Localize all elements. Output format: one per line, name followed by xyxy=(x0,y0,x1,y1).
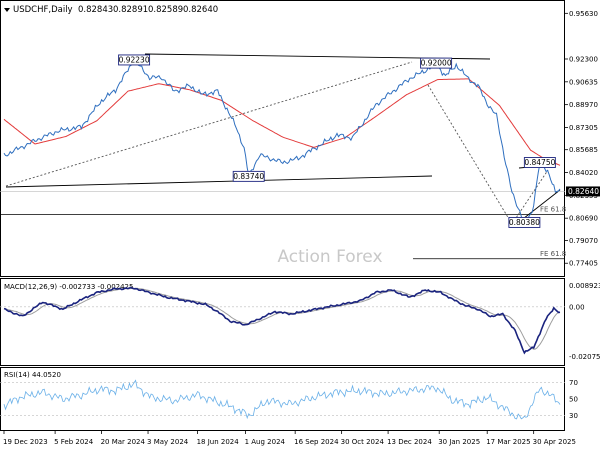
fe-label-2: FE 61.8 xyxy=(540,250,566,258)
rsi-axis-label: 50 xyxy=(569,396,578,404)
annotation-label: 0.92230 xyxy=(119,55,150,64)
symbol-label: USDCHF,Daily xyxy=(13,5,73,15)
moving-average-line xyxy=(3,78,561,166)
annotation-label: 0.80380 xyxy=(509,218,540,227)
annotation-label: 0.92000 xyxy=(421,59,452,68)
current-price-tag-box xyxy=(566,186,600,197)
annotation-label: 0.84750 xyxy=(524,158,555,167)
fe-levels: FE 61.8 FE 61.8 xyxy=(0,205,566,260)
date-axis-label: 18 Jun 2024 xyxy=(197,438,240,446)
price-axis-label: 0.88970 xyxy=(569,101,598,109)
date-axis-label: 30 Oct 2024 xyxy=(341,438,385,446)
lower-channel-line xyxy=(5,175,433,188)
current-price-tag: 0.82640 xyxy=(566,186,600,197)
current-price-tag-text: 0.82640 xyxy=(568,187,599,196)
watermark: Action Forex xyxy=(277,247,382,267)
price-axis-label: 0.80690 xyxy=(569,215,598,223)
price-panel-frame xyxy=(0,0,565,277)
annotation-box xyxy=(118,54,151,66)
annotation-box xyxy=(232,170,265,182)
fe-label-1: FE 61.8 xyxy=(540,205,566,213)
close-value: 0.82640 xyxy=(183,5,218,15)
annotation-box xyxy=(420,57,453,69)
rsi-title: RSI(14) 44.0520 xyxy=(4,371,61,379)
rsi-axis-label: 30 xyxy=(569,412,578,420)
annotation-box xyxy=(523,157,556,168)
date-axis-label: 13 Dec 2024 xyxy=(387,438,432,446)
rsi-levels xyxy=(0,382,565,416)
price-axis: 0.95630 0.92300 0.90635 0.88970 0.87305 0.856… xyxy=(565,10,598,268)
price-axis-label: 0.79070 xyxy=(569,237,598,245)
macd-title: MACD(12,26,9) -0.002733 -0.002425 xyxy=(4,283,133,291)
triangle-down-icon[interactable] xyxy=(4,8,10,12)
date-axis: 19 Dec 2023 5 Feb 2024 20 Mar 2024 3 May 20… xyxy=(3,431,576,446)
price-axis-label: 0.90635 xyxy=(569,78,598,86)
price-axis-label: 0.92300 xyxy=(569,55,598,63)
rsi-axis-label: 70 xyxy=(569,379,578,387)
price-axis-label: 0.84020 xyxy=(569,169,598,177)
date-axis-label: 1 Aug 2024 xyxy=(245,438,286,446)
trendlines xyxy=(5,53,561,225)
macd-axis: 0.008923 0.00 -0.020759 xyxy=(569,282,600,361)
rsi-line xyxy=(3,379,561,420)
price-axis-label: 0.95630 xyxy=(569,10,598,18)
annotation-label: 0.83740 xyxy=(233,172,264,181)
annotation-box xyxy=(508,216,541,228)
date-axis-label: 30 Jan 2025 xyxy=(438,438,480,446)
high-value: 0.82891 xyxy=(113,5,148,15)
dotted-uptrend-line xyxy=(5,61,413,187)
low-value: 0.82589 xyxy=(148,5,183,15)
price-annotations: 0.92230 0.92000 0.83740 0.84750 0.80380 xyxy=(118,54,556,228)
date-axis-label: 5 Feb 2024 xyxy=(54,438,94,446)
date-axis-label: 16 Sep 2024 xyxy=(294,438,339,446)
price-line xyxy=(3,59,561,222)
date-axis-label: 19 Dec 2023 xyxy=(3,438,48,446)
macd-line xyxy=(3,286,561,355)
rsi-axis: 70 50 30 xyxy=(569,379,578,420)
panel-frames xyxy=(0,0,565,431)
flag-lower-line xyxy=(518,189,561,223)
macd-panel-frame xyxy=(0,278,565,366)
symbol-header: USDCHF,Daily 0.82843 0.82891 0.82589 0.8… xyxy=(4,5,218,15)
macd-axis-label: -0.020759 xyxy=(569,353,600,361)
macd-axis-label: 0.00 xyxy=(569,303,585,311)
price-axis-label: 0.77405 xyxy=(569,260,598,268)
date-axis-label: 20 Mar 2024 xyxy=(101,438,146,446)
dotted-rebound-line xyxy=(511,169,549,225)
dotted-downtrend-line xyxy=(427,84,513,225)
price-axis-label: 0.85685 xyxy=(569,146,598,154)
price-axis-label: 0.87305 xyxy=(569,124,598,132)
open-value: 0.82843 xyxy=(78,5,113,15)
macd-axis-label: 0.008923 xyxy=(569,282,600,290)
rsi-panel-frame xyxy=(0,367,565,431)
date-axis-label: 3 May 2024 xyxy=(147,438,189,446)
date-axis-label: 30 Apr 2025 xyxy=(533,438,576,446)
date-axis-label: 17 Mar 2025 xyxy=(486,438,530,446)
